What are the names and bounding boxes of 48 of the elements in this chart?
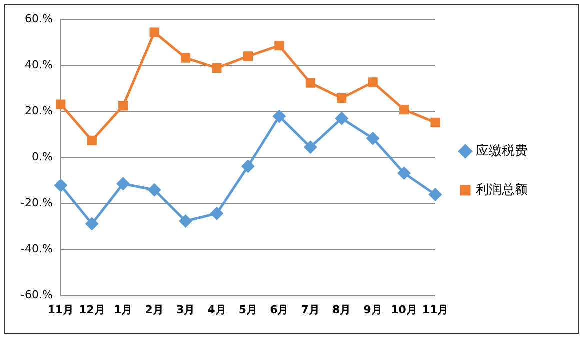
point	[273, 110, 286, 123]
point	[430, 118, 440, 128]
x-tick-label: 11月	[422, 303, 449, 316]
point	[117, 178, 130, 190]
point	[54, 179, 68, 192]
point	[337, 94, 347, 104]
point	[306, 78, 316, 88]
x-tick-label: 11月	[48, 303, 74, 316]
y-tick-label: 60.%	[24, 12, 53, 26]
x-tick-label: 1月	[114, 303, 133, 316]
point	[243, 52, 253, 62]
y-tick-label: -40.%	[20, 242, 53, 256]
point	[398, 167, 411, 180]
y-tick-label: -60.%	[20, 288, 53, 302]
x-tick-label: 3月	[176, 303, 196, 316]
x-tick-label: 8月	[332, 303, 352, 316]
x-tick-label: 5月	[238, 303, 258, 316]
point	[212, 63, 222, 73]
point	[242, 160, 254, 173]
point	[274, 41, 284, 51]
point	[180, 214, 192, 228]
point	[56, 100, 66, 110]
point	[148, 184, 161, 196]
x-tick-label: 12月	[78, 303, 106, 316]
point	[210, 207, 224, 220]
y-tick-label: 0.%	[32, 150, 53, 164]
x-tick-label: 4月	[208, 303, 226, 316]
point	[180, 53, 191, 63]
legend-label: 利润总额	[476, 182, 528, 198]
y-tick-label: 40.%	[24, 58, 53, 72]
x-tick-label: 2月	[145, 303, 164, 316]
point	[150, 28, 160, 38]
x-tick-label: 9月	[364, 303, 382, 316]
x-tick-label: 7月	[301, 303, 320, 316]
y-tick-label: -20.%	[20, 196, 53, 210]
point	[304, 141, 317, 154]
point	[87, 136, 97, 146]
x-tick-label: 10月	[391, 303, 418, 316]
point	[86, 218, 98, 230]
point	[429, 188, 442, 202]
point	[400, 105, 410, 115]
point	[118, 101, 128, 111]
point	[368, 78, 378, 88]
point	[336, 112, 348, 125]
point	[366, 132, 380, 145]
legend-label: 应缴税费	[476, 142, 528, 159]
x-tick-label: 6月	[270, 303, 289, 316]
y-tick-label: 20.%	[24, 104, 53, 118]
